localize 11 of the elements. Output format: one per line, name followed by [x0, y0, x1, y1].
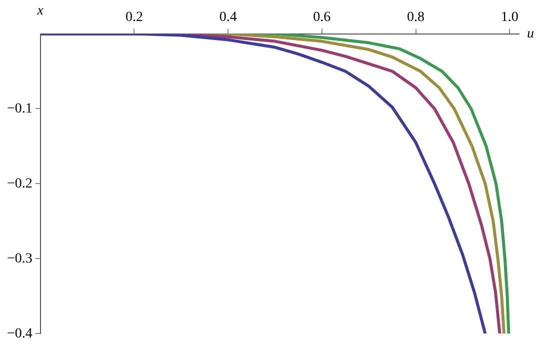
y-tick-label: −0.4: [6, 326, 32, 342]
y-axis-title: x: [36, 4, 44, 19]
x-tick-label: 0.8: [407, 10, 425, 26]
x-tick-label: 1.0: [500, 10, 518, 26]
y-tick-label: −0.3: [6, 251, 32, 266]
x-tick-label: 0.2: [125, 10, 143, 26]
y-tick-label: −0.1: [6, 101, 32, 116]
y-tick-label: −0.2: [6, 176, 32, 192]
x-axis-title: u: [527, 26, 534, 42]
x-tick-label: 0.4: [219, 10, 237, 26]
x-tick-label: 0.6: [313, 10, 331, 26]
